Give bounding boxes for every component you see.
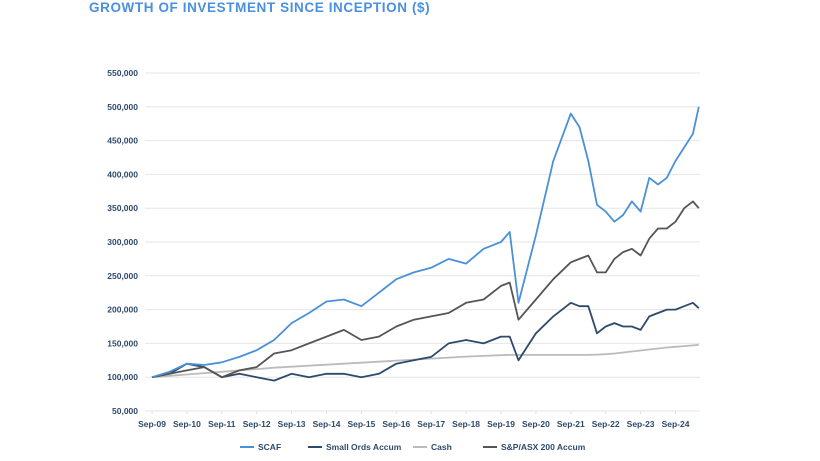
legend-label: S&P/ASX 200 Accum — [501, 442, 586, 452]
legend-label: Small Ords Accum — [326, 442, 402, 452]
series-line-scaf — [151, 106, 700, 379]
y-tick-label: 400,000 — [107, 169, 138, 179]
y-tick-label: 200,000 — [107, 305, 138, 315]
y-tick-label: 450,000 — [107, 136, 138, 146]
x-tick-label: Sep-11 — [208, 419, 236, 429]
y-tick-label: 500,000 — [107, 102, 138, 112]
x-tick-label: Sep-20 — [522, 419, 550, 429]
x-tick-label: Sep-15 — [347, 419, 375, 429]
y-tick-label: 150,000 — [107, 338, 138, 348]
y-tick-label: 50,000 — [112, 406, 138, 416]
x-tick-label: Sep-14 — [313, 419, 341, 429]
legend-label: SCAF — [258, 442, 281, 452]
x-tick-label: Sep-19 — [487, 419, 515, 429]
y-tick-label: 100,000 — [107, 372, 138, 382]
chart-title: GROWTH OF INVESTMENT SINCE INCEPTION ($) — [89, 0, 431, 15]
x-tick-label: Sep-09 — [138, 419, 166, 429]
x-tick-label: Sep-13 — [278, 419, 306, 429]
x-tick-label: Sep-12 — [243, 419, 271, 429]
x-tick-label: Sep-24 — [662, 419, 690, 429]
series-line-small-ords-accum — [151, 301, 700, 382]
x-tick-label: Sep-18 — [452, 419, 480, 429]
x-tick-label: Sep-17 — [417, 419, 445, 429]
y-tick-label: 250,000 — [107, 271, 138, 281]
y-tick-label: 350,000 — [107, 203, 138, 213]
x-tick-label: Sep-16 — [382, 419, 410, 429]
series-line-s-p-asx-200-accum — [151, 200, 700, 379]
x-tick-label: Sep-21 — [557, 419, 585, 429]
x-tick-label: Sep-23 — [627, 419, 655, 429]
legend-label: Cash — [431, 442, 452, 452]
y-tick-label: 300,000 — [107, 237, 138, 247]
series-line-cash — [151, 343, 699, 379]
y-tick-label: 550,000 — [107, 68, 138, 78]
x-tick-label: Sep-22 — [592, 419, 620, 429]
x-tick-label: Sep-10 — [173, 419, 201, 429]
